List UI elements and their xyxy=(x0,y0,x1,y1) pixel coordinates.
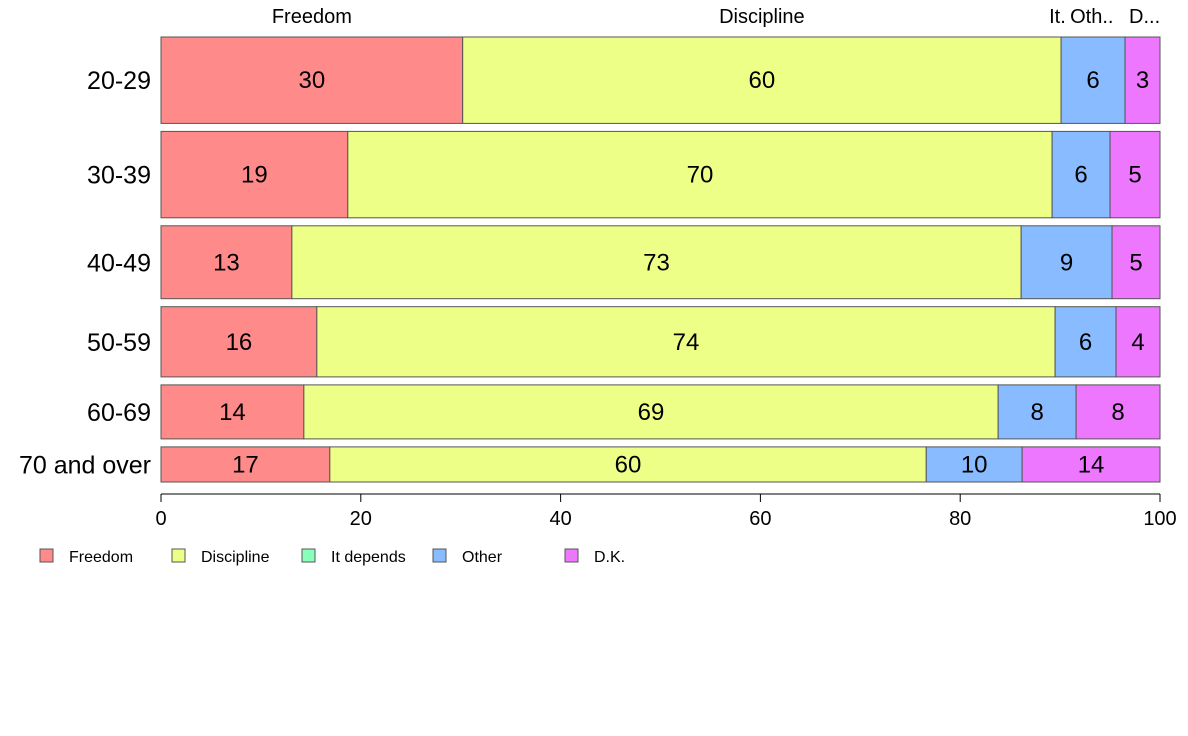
data-label: 4 xyxy=(1131,329,1144,356)
row-labels: 20-29 30-39 40-49 50-59 60-69 70 and over xyxy=(19,67,151,479)
x-tick-label: 60 xyxy=(749,508,771,530)
bar-segment xyxy=(1021,446,1161,483)
legend-label: Freedom xyxy=(69,549,133,566)
bar-segment xyxy=(160,225,293,300)
category-label: 30-39 xyxy=(87,162,151,190)
bar-segment xyxy=(462,36,1062,124)
data-label: 5 xyxy=(1128,162,1141,189)
legend: Freedom Discipline It depends Other D.K. xyxy=(39,548,625,566)
data-label: 6 xyxy=(1086,67,1099,94)
bar-segment xyxy=(1111,225,1161,300)
bar-segment xyxy=(291,225,1022,300)
data-label: 73 xyxy=(643,249,670,276)
series-top-label: Oth.. xyxy=(1070,6,1113,28)
series-top-label: It. xyxy=(1049,6,1066,28)
data-label: 60 xyxy=(615,451,642,478)
data-label: 30 xyxy=(298,67,325,94)
data-label: 14 xyxy=(219,399,246,426)
bar-segment xyxy=(997,384,1077,440)
legend-label: Discipline xyxy=(201,549,270,566)
x-tick-label: 20 xyxy=(350,508,372,530)
bar-segment xyxy=(316,306,1056,378)
bar-segment xyxy=(1124,36,1161,124)
legend-swatch xyxy=(564,548,579,563)
data-label: 69 xyxy=(638,399,665,426)
category-label: 40-49 xyxy=(87,249,151,277)
top-labels: Freedom Discipline Oth.. D... It. xyxy=(272,6,1160,28)
data-label: 19 xyxy=(241,162,268,189)
data-label: 74 xyxy=(673,329,700,356)
bar-segment xyxy=(1109,130,1161,219)
x-tick-label: 80 xyxy=(949,508,971,530)
series-top-label: Discipline xyxy=(719,6,805,28)
series-top-label: Freedom xyxy=(272,6,352,28)
legend-swatch xyxy=(39,548,54,563)
bar-segment xyxy=(1115,306,1161,378)
bar-segment xyxy=(160,384,305,440)
data-label: 3 xyxy=(1136,67,1149,94)
bar-segment xyxy=(160,130,349,219)
bar-segment xyxy=(329,446,927,483)
data-label: 9 xyxy=(1060,249,1073,276)
data-label: 8 xyxy=(1030,399,1043,426)
bar-segment xyxy=(1075,384,1161,440)
legend-swatch xyxy=(171,548,186,563)
data-label: 8 xyxy=(1111,399,1124,426)
legend-swatch xyxy=(432,548,447,563)
data-label: 5 xyxy=(1129,249,1142,276)
series-top-label: D... xyxy=(1129,6,1160,28)
legend-swatch xyxy=(301,548,316,563)
x-tick-label: 100 xyxy=(1143,508,1176,530)
legend-label: D.K. xyxy=(594,549,625,566)
x-tick-label: 40 xyxy=(549,508,571,530)
x-tick-label: 0 xyxy=(155,508,166,530)
data-label: 14 xyxy=(1078,451,1105,478)
category-label: 60-69 xyxy=(87,399,151,427)
data-label: 6 xyxy=(1079,329,1092,356)
bar-segment xyxy=(925,446,1023,483)
bars: 30 60 6 3 19 70 6 5 13 73 9 5 16 74 6 4 14 69 8 8 17 60 10 14 xyxy=(160,36,1161,483)
legend-label: Other xyxy=(462,549,503,566)
bar-segment xyxy=(303,384,999,440)
bar-segment xyxy=(160,306,318,378)
bar-segment xyxy=(347,130,1053,219)
data-label: 16 xyxy=(226,329,253,356)
category-label: 20-29 xyxy=(87,67,151,95)
category-label: 70 and over xyxy=(19,451,151,479)
bar-segment xyxy=(1051,130,1111,219)
bar-segment xyxy=(1060,36,1126,124)
data-label: 6 xyxy=(1074,162,1087,189)
legend-label: It depends xyxy=(331,549,406,566)
data-label: 70 xyxy=(687,162,714,189)
data-label: 17 xyxy=(232,451,259,478)
data-label: 60 xyxy=(749,67,776,94)
bar-segment xyxy=(160,36,464,124)
category-label: 50-59 xyxy=(87,329,151,357)
data-label: 13 xyxy=(213,249,240,276)
bar-segment xyxy=(160,446,331,483)
data-label: 10 xyxy=(961,451,988,478)
x-axis: 0 20 40 60 80 100 xyxy=(155,493,1177,530)
